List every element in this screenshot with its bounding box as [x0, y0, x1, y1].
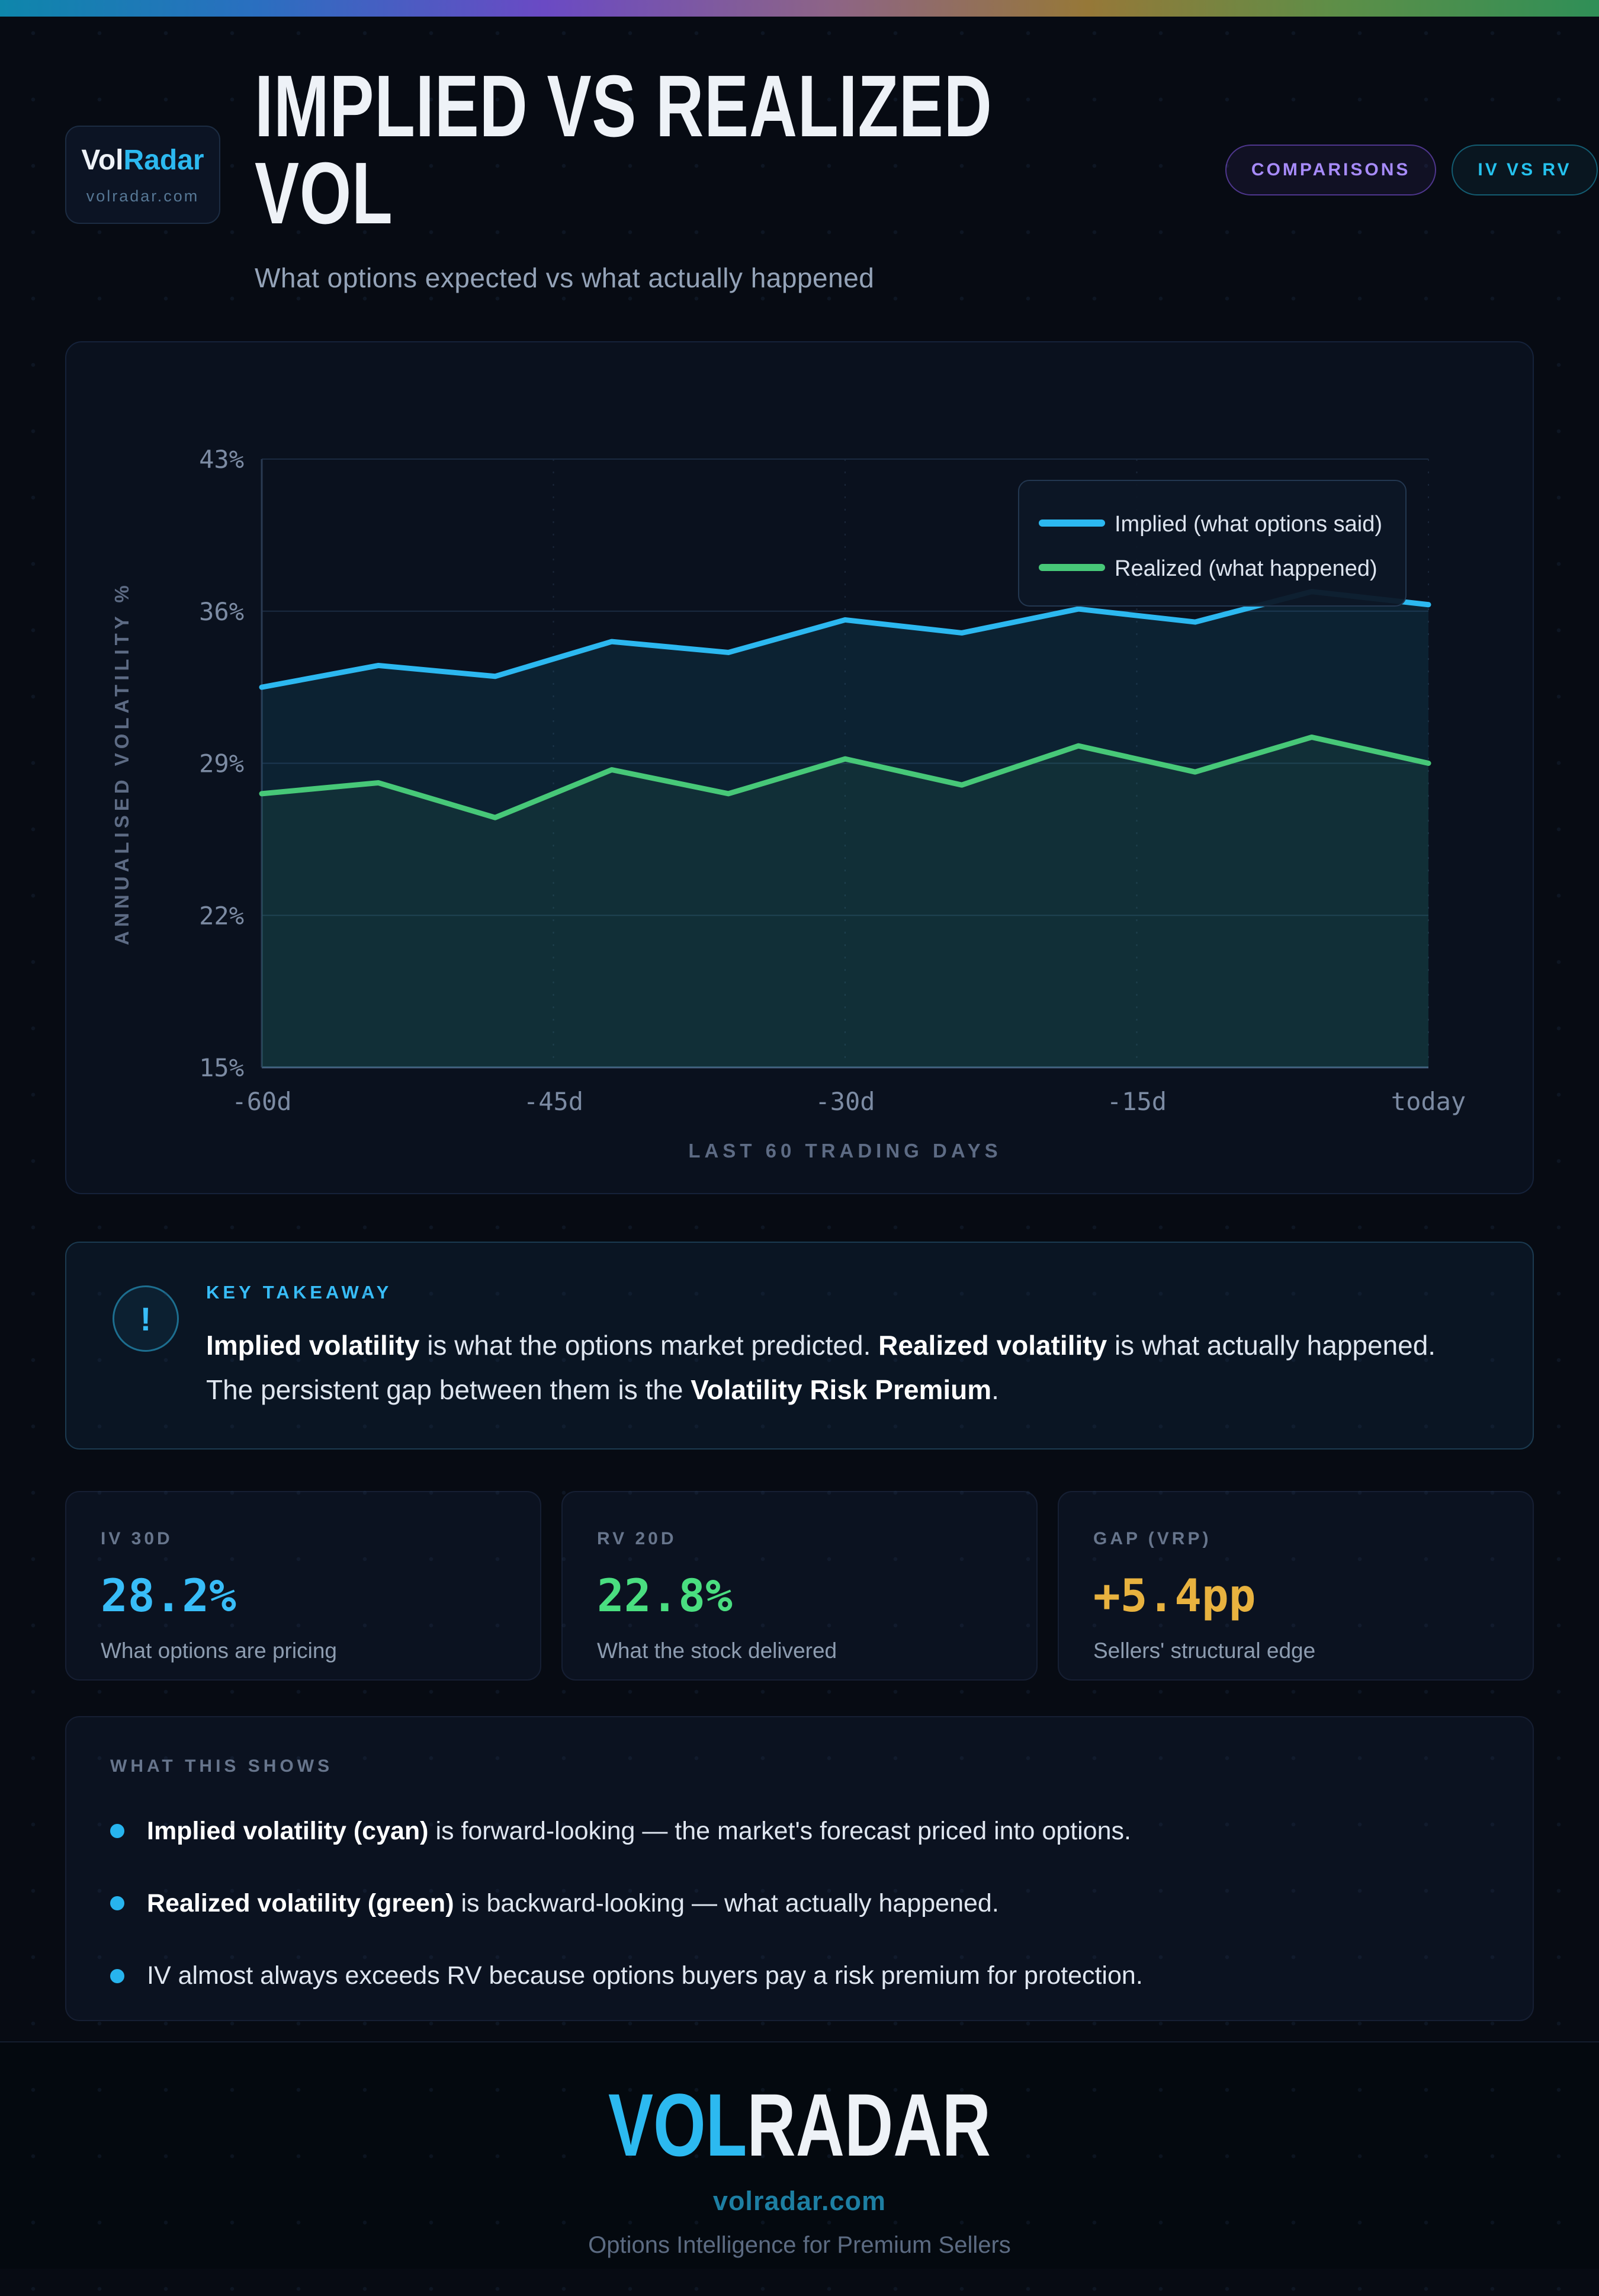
svg-text:22%: 22%: [199, 901, 244, 930]
svg-text:-15d: -15d: [1107, 1087, 1167, 1116]
svg-text:36%: 36%: [199, 597, 244, 626]
bullet-text: Realized volatility (green) is backward-…: [147, 1889, 999, 1918]
svg-text:-60d: -60d: [232, 1087, 291, 1116]
what-this-shows-card: WHAT THIS SHOWS Implied volatility (cyan…: [65, 1716, 1534, 2022]
title-block: IMPLIED VS REALIZED VOL What options exp…: [255, 63, 1225, 294]
logo-radar: Radar: [123, 145, 204, 176]
svg-text:43%: 43%: [199, 445, 244, 474]
list-item: Realized volatility (green) is backward-…: [110, 1885, 1489, 1921]
svg-text:-30d: -30d: [815, 1087, 875, 1116]
stat-value: +5.4pp: [1093, 1569, 1256, 1622]
bullet-dot-icon: [110, 1824, 124, 1839]
logo-domain: volradar.com: [86, 187, 200, 205]
stat-card-rv20d: RV 20D 22.8% What the stock delivered: [561, 1491, 1038, 1681]
takeaway-label: KEY TAKEAWAY: [206, 1282, 393, 1303]
page-title-line2: VOL: [255, 145, 393, 242]
page-title-line1: IMPLIED VS REALIZED: [255, 57, 993, 155]
logo-vol: Vol: [81, 145, 124, 176]
takeaway-body: Implied volatility is what the options m…: [206, 1330, 1436, 1405]
what-this-shows-label: WHAT THIS SHOWS: [110, 1756, 333, 1776]
exclamation-icon: !: [113, 1285, 179, 1352]
stat-value: 22.8%: [597, 1569, 733, 1622]
footer-logo: VOLRADAR: [608, 2080, 991, 2169]
iv-rv-line-chart: 43% 36% 29% 22% 15% -60d -45d -30d -15d today LAST…: [65, 341, 1534, 1194]
stat-card-gap-vrp: GAP (VRP) +5.4pp Sellers' structural edg…: [1058, 1491, 1534, 1681]
footer-tagline: Options Intelligence for Premium Sellers: [588, 2232, 1011, 2259]
bullet-dot-icon: [110, 1968, 124, 1983]
svg-text:15%: 15%: [199, 1053, 244, 1082]
footer-logo-radar: RADAR: [747, 2075, 991, 2175]
stat-label: GAP (VRP): [1093, 1529, 1212, 1549]
bullet-text: Implied volatility (cyan) is forward-loo…: [147, 1817, 1131, 1846]
badge-row: COMPARISONS IV VS RV: [1225, 145, 1598, 195]
footer-domain: volradar.com: [712, 2186, 887, 2217]
svg-text:today: today: [1391, 1087, 1466, 1116]
page-subtitle: What options expected vs what actually h…: [255, 262, 875, 293]
stat-label: RV 20D: [597, 1529, 677, 1549]
page-title: IMPLIED VS REALIZED VOL: [255, 57, 1225, 242]
logo-box: VolRadar volradar.com: [65, 126, 220, 224]
badge-comparisons: COMPARISONS: [1225, 145, 1437, 195]
svg-text:Implied (what options said): Implied (what options said): [1115, 512, 1382, 537]
svg-text:29%: 29%: [199, 749, 244, 778]
svg-text:ANNUALISED VOLATILITY %: ANNUALISED VOLATILITY %: [111, 581, 133, 945]
key-takeaway-card: ! KEY TAKEAWAY Implied volatility is wha…: [65, 1242, 1534, 1450]
badge-iv-vs-rv: IV VS RV: [1452, 145, 1598, 195]
header: VolRadar volradar.com IMPLIED VS REALIZE…: [0, 17, 1599, 294]
list-item: IV almost always exceeds RV because opti…: [110, 1958, 1489, 1993]
stat-card-iv30d: IV 30D 28.2% What options are pricing: [65, 1491, 541, 1681]
stat-label: IV 30D: [101, 1529, 173, 1549]
svg-text:LAST 60 TRADING DAYS: LAST 60 TRADING DAYS: [688, 1140, 1001, 1162]
logo: VolRadar: [81, 144, 204, 177]
stat-desc: Sellers' structural edge: [1093, 1638, 1316, 1663]
svg-text:Realized (what happened): Realized (what happened): [1115, 556, 1378, 581]
stat-desc: What options are pricing: [101, 1638, 337, 1663]
top-gradient-bar: [0, 0, 1599, 17]
stat-desc: What the stock delivered: [597, 1638, 837, 1663]
bullet-dot-icon: [110, 1896, 124, 1911]
takeaway-content: KEY TAKEAWAY Implied volatility is what …: [206, 1282, 1473, 1412]
bullet-text: IV almost always exceeds RV because opti…: [147, 1961, 1143, 1990]
footer-logo-vol: VOL: [608, 2075, 747, 2175]
list-item: Implied volatility (cyan) is forward-loo…: [110, 1813, 1489, 1849]
svg-text:-45d: -45d: [524, 1087, 583, 1116]
footer: VOLRADAR volradar.com Options Intelligen…: [0, 2041, 1599, 2269]
stat-card-row: IV 30D 28.2% What options are pricing RV…: [65, 1491, 1534, 1681]
stat-value: 28.2%: [101, 1569, 236, 1622]
